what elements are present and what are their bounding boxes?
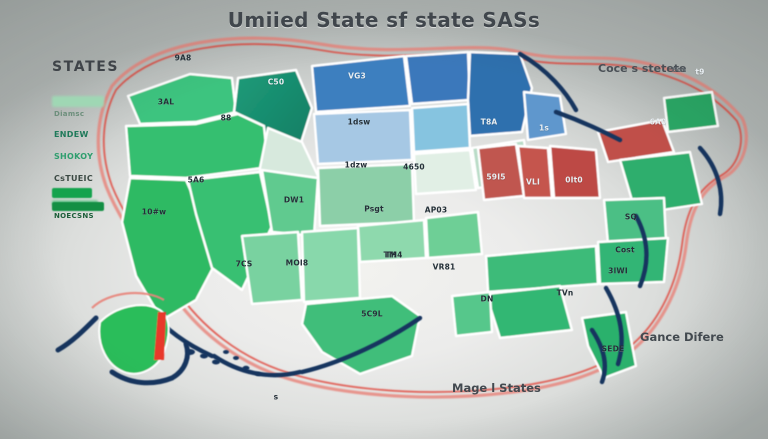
state-label: 7CS (235, 259, 253, 269)
state-label: 6A0 (649, 117, 667, 127)
page-title: Umiied State sf state SASs (227, 8, 541, 32)
state-label: Psgt (364, 204, 384, 214)
state-label: VLI (526, 177, 540, 187)
state-label: 4650 (403, 162, 425, 172)
state-label: 3lWI (608, 266, 628, 276)
legend-label-0: Diamsc (54, 110, 85, 118)
state-label: 88 (220, 113, 232, 123)
state-label: AP03 (424, 205, 448, 215)
state-label: VG3 (348, 71, 366, 81)
state-label: DW1 (283, 195, 305, 205)
state-label: TM (383, 250, 397, 260)
legend-heading: STATES (52, 59, 120, 75)
state-label: 9A8 (174, 53, 192, 63)
state-label: TH4 (385, 250, 403, 260)
legend-label-3: CsTUEIC (54, 174, 93, 183)
legend-label-1: ENDEW (54, 130, 89, 139)
alaska-inset (55, 291, 261, 386)
state-label: Cost (615, 245, 635, 255)
state-label: SQ (624, 212, 638, 222)
annotation-right-top-small: 6ox (672, 66, 687, 74)
annotation-right-bottom: Gance Difere (640, 330, 724, 344)
state-shapes (120, 50, 720, 380)
state-label: MOI8 (285, 258, 309, 268)
state-label: VR81 (432, 262, 456, 272)
state-label: SEDE (601, 344, 625, 354)
state-label: 10#w (141, 207, 167, 217)
state-label: T8A (480, 117, 498, 127)
state-label: DN (480, 294, 494, 304)
state-label: 59I5 (486, 172, 506, 182)
state-label: 5C9L (361, 309, 383, 319)
state-label: 0It0 (565, 175, 583, 185)
annotation-right-top: Coce s stetete (598, 62, 687, 75)
legend-label-4: NOECSNS (54, 212, 94, 220)
state-label: 3AL (157, 97, 175, 107)
annotation-bottom-center: Mage l States (452, 381, 541, 395)
state-label: C50 (267, 77, 285, 87)
legend-swatch-4a (52, 188, 92, 198)
legend-swatch-4c (52, 202, 104, 211)
state-label: 5A6 (187, 175, 205, 185)
state-label: 1dsw (347, 117, 371, 127)
state-label: t9 (695, 67, 705, 77)
state-label: 1dzw (344, 160, 368, 170)
state-label: TVn (556, 288, 574, 298)
legend-label-2: SHOKOY (54, 152, 94, 161)
state-label: s (273, 392, 279, 402)
state-label: 1s (538, 123, 550, 133)
legend-swatch-0 (52, 96, 104, 107)
